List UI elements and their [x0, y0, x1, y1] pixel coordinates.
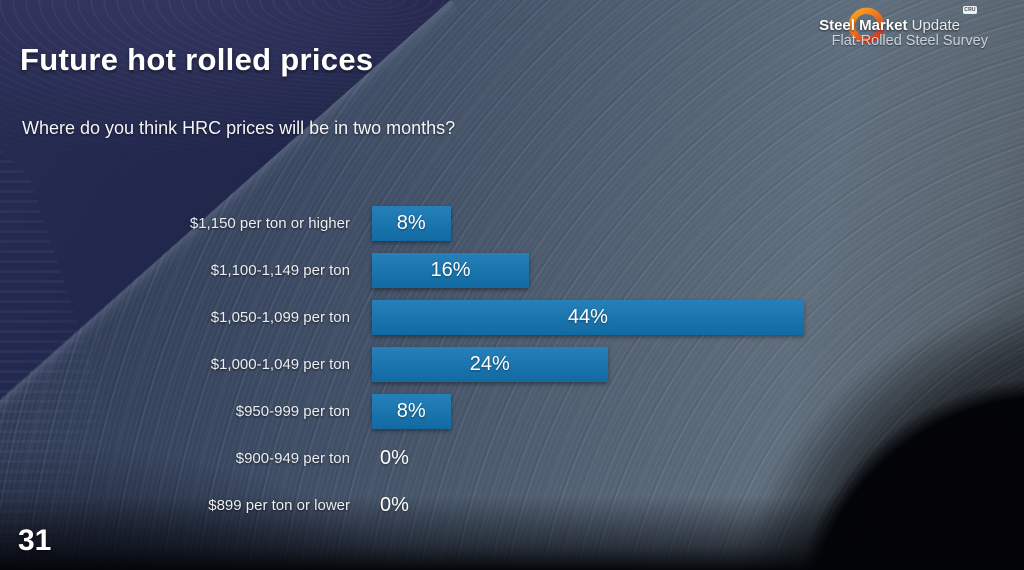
value-bar: 8%	[372, 206, 451, 241]
category-label: $1,000-1,049 per ton	[210, 356, 350, 373]
value-bar: 44%	[372, 300, 804, 335]
category-label: $950-999 per ton	[235, 403, 350, 420]
value-label: 0%	[380, 494, 409, 516]
bar-track: 44%	[372, 300, 1000, 335]
category-label: $900-949 per ton	[235, 450, 350, 467]
survey-question: Where do you think HRC prices will be in…	[22, 118, 456, 138]
value-label: 24%	[469, 353, 510, 375]
value-bar: 24%	[372, 347, 608, 382]
slide-title: Future hot rolled prices	[20, 42, 374, 77]
category-label: $1,100-1,149 per ton	[210, 262, 350, 279]
logo-brand-text: Steel Market Update	[819, 17, 960, 34]
value-label: 8%	[396, 212, 426, 234]
chart-row: $899 per ton or lower 0%	[0, 482, 1000, 529]
value-label: 0%	[380, 447, 409, 469]
cru-badge: CRU	[963, 6, 977, 14]
logo-brand-light: Update	[907, 17, 960, 34]
coil-top-rings-decoration	[0, 0, 900, 220]
page-number: 31	[18, 524, 52, 557]
bar-track: 16%	[372, 253, 1000, 288]
chart-row: $1,000-1,049 per ton 24%	[0, 341, 1000, 388]
logo-subtitle: Flat-Rolled Steel Survey	[831, 33, 988, 49]
chart-row: $1,100-1,149 per ton 16%	[0, 247, 1000, 294]
category-label: $1,050-1,099 per ton	[210, 309, 350, 326]
bar-track: 24%	[372, 347, 1000, 382]
category-label: $899 per ton or lower	[208, 497, 350, 514]
chart-row: $1,150 per ton or higher 8%	[0, 200, 1000, 247]
hrc-price-bar-chart: $1,150 per ton or higher 8% $1,100-1,149 p…	[0, 200, 1000, 529]
category-label: $1,150 per ton or higher	[189, 215, 350, 232]
chart-row: $900-949 per ton 0%	[0, 435, 1000, 482]
value-label: 16%	[430, 259, 471, 281]
value-bar: 8%	[372, 394, 451, 429]
bar-track: 8%	[372, 206, 1000, 241]
value-bar: 16%	[372, 253, 529, 288]
chart-row: $1,050-1,099 per ton 44%	[0, 294, 1000, 341]
logo-brand-bold: Steel Market	[819, 17, 908, 34]
bar-track: 0%	[372, 441, 1000, 476]
value-label: 8%	[396, 400, 426, 422]
chart-row: $950-999 per ton 8%	[0, 388, 1000, 435]
smu-logo: Steel Market Update CRU Flat-Rolled Stee…	[819, 5, 992, 53]
value-label: 44%	[567, 306, 608, 328]
bar-track: 8%	[372, 394, 1000, 429]
bar-track: 0%	[372, 488, 1000, 523]
